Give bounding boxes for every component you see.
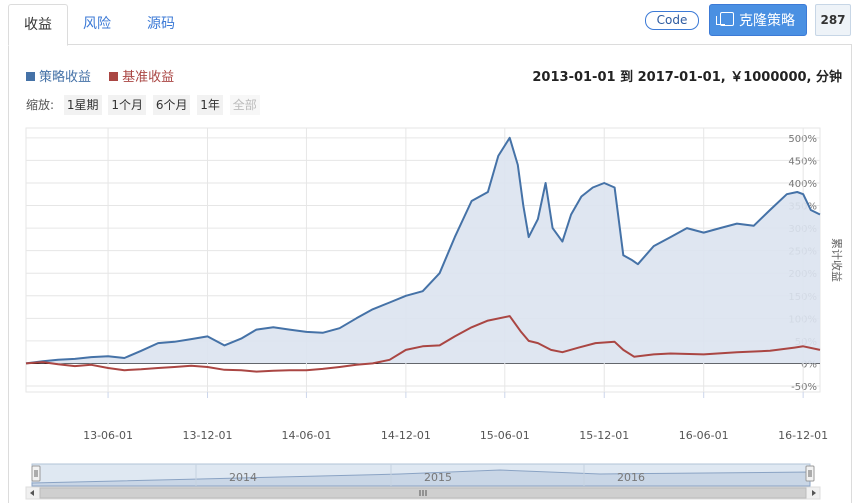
- legend-strategy[interactable]: 策略收益: [26, 66, 91, 85]
- legend-swatch-strategy: [26, 72, 35, 81]
- series-area-0: [26, 137, 820, 364]
- clone-strategy-label: 克隆策略: [739, 13, 795, 29]
- chart-legend: 策略收益 基准收益: [26, 66, 188, 85]
- y-axis-title: 累计收益: [830, 238, 844, 282]
- navigator-handle-left[interactable]: [31, 465, 41, 482]
- x-tick-label: 16-12-01: [778, 429, 828, 442]
- zoom-1-month-button[interactable]: 1个月: [108, 95, 146, 115]
- clone-count-badge: 287: [815, 4, 851, 36]
- y-tick-label: -50%: [791, 382, 817, 393]
- navigator-label: 2016: [617, 471, 645, 484]
- tab-returns[interactable]: 收益: [8, 4, 68, 46]
- zoom-label: 缩放:: [26, 98, 55, 112]
- x-tick-label: 16-06-01: [679, 429, 729, 442]
- x-tick-label: 14-12-01: [381, 429, 431, 442]
- clone-strategy-button[interactable]: 克隆策略: [709, 4, 807, 36]
- navigator-series: [31, 469, 811, 487]
- tab-source[interactable]: 源码: [147, 16, 175, 32]
- x-tick-label: 14-06-01: [281, 429, 331, 442]
- zoom-1-year-button[interactable]: 1年: [197, 95, 223, 115]
- scroll-right-arrow-icon[interactable]: [812, 490, 816, 496]
- legend-label-benchmark: 基准收益: [122, 70, 175, 85]
- y-tick-label: 0%: [801, 359, 817, 370]
- x-tick-label: 15-12-01: [579, 429, 629, 442]
- legend-benchmark[interactable]: 基准收益: [109, 66, 174, 85]
- x-tick-label: 15-06-01: [480, 429, 530, 442]
- zoom-1-week-button[interactable]: 1星期: [63, 95, 102, 115]
- navigator-label: 2014: [229, 471, 257, 484]
- x-tick-label: 13-12-01: [183, 429, 233, 442]
- zoom-all-button[interactable]: 全部: [229, 95, 260, 115]
- scroll-left-arrow-icon[interactable]: [30, 490, 34, 496]
- series-line-0: [25, 136, 821, 365]
- zoom-6-month-button[interactable]: 6个月: [152, 95, 191, 115]
- legend-label-strategy: 策略收益: [39, 70, 92, 85]
- tab-risk[interactable]: 风险: [83, 16, 111, 32]
- copy-icon: [716, 12, 734, 26]
- series-line-1: [25, 315, 821, 373]
- navigator-label: 2015: [424, 471, 452, 484]
- zoom-controls: 缩放: 1星期 1个月 6个月 1年 全部: [26, 95, 263, 115]
- code-button[interactable]: Code: [645, 11, 699, 30]
- navigator-handle-right[interactable]: [805, 465, 815, 482]
- legend-swatch-benchmark: [109, 72, 119, 81]
- x-tick-label: 13-06-01: [83, 429, 133, 442]
- backtest-info: 2013-01-01 到 2017-01-01, ￥1000000, 分钟: [532, 70, 842, 85]
